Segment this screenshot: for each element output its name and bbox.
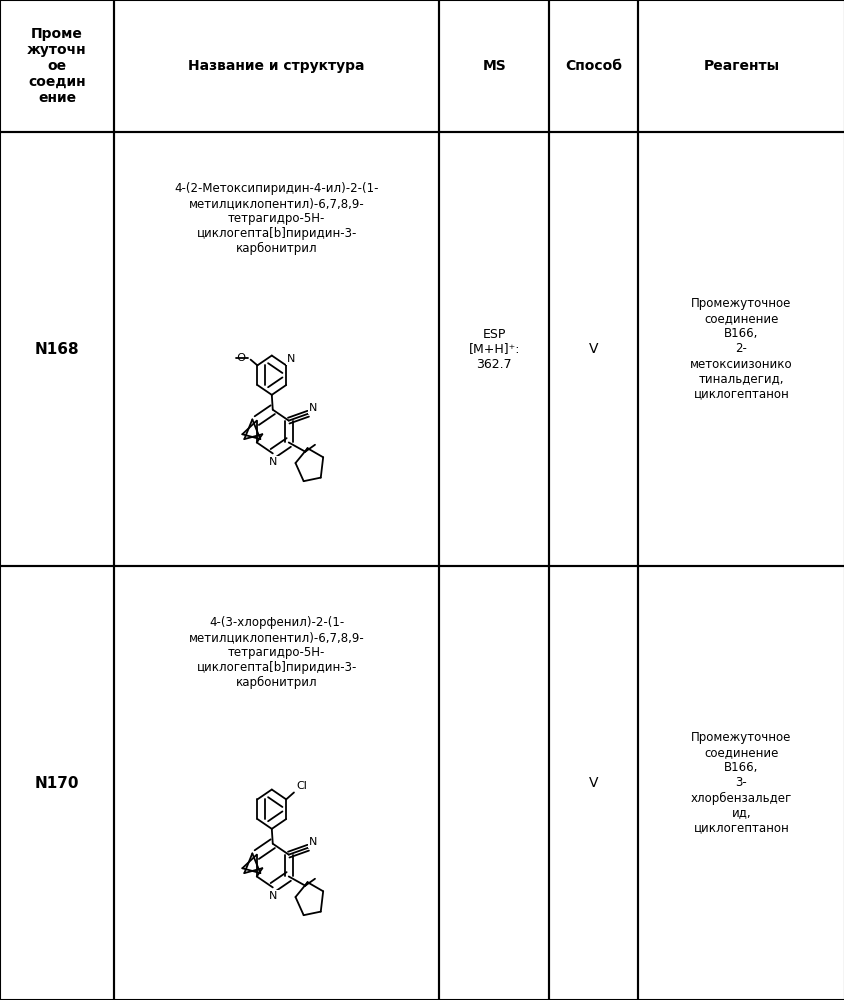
Bar [0, 132, 114, 566]
Text: Проме
жуточн
ое
соедин
ение: Проме жуточн ое соедин ение [27, 27, 87, 105]
Bar [549, 0, 637, 132]
Text: N: N [268, 891, 277, 901]
Bar [637, 0, 844, 132]
Bar [114, 132, 439, 566]
Text: MS: MS [482, 59, 506, 73]
Bar [439, 132, 549, 566]
Bar [637, 132, 844, 566]
Text: 4-(3-хлорфенил)-2-(1-
метилциклопентил)-6,7,8,9-
тетрагидро-5Н-
циклогепта[b]пир: 4-(3-хлорфенил)-2-(1- метилциклопентил)-… [189, 616, 364, 689]
Text: N170: N170 [35, 776, 79, 790]
Bar [114, 0, 439, 132]
Text: N: N [268, 457, 277, 467]
Text: ESP
[M+H]⁺:
362.7: ESP [M+H]⁺: 362.7 [468, 328, 519, 370]
Text: N168: N168 [35, 342, 79, 357]
Text: 4-(2-Метоксипиридин-4-ил)-2-(1-
метилциклопентил)-6,7,8,9-
тетрагидро-5Н-
циклог: 4-(2-Метоксипиридин-4-ил)-2-(1- метилцик… [174, 182, 379, 255]
Text: V: V [588, 342, 598, 356]
Text: Промежуточное
соединение
В166,
3-
хлорбензальдег
ид,
циклогептанон: Промежуточное соединение В166, 3- хлорбе… [690, 731, 791, 835]
Text: V: V [588, 776, 598, 790]
Bar [0, 0, 114, 132]
Text: Способ: Способ [565, 59, 621, 73]
Bar [549, 566, 637, 1000]
Bar [0, 566, 114, 1000]
Text: Cl: Cl [295, 781, 306, 791]
Text: N: N [309, 403, 317, 413]
Bar [637, 566, 844, 1000]
Text: Реагенты: Реагенты [702, 59, 779, 73]
Text: Название и структура: Название и структура [188, 59, 365, 73]
Bar [439, 566, 549, 1000]
Bar [114, 566, 439, 1000]
Text: N: N [287, 354, 295, 364]
Text: O: O [235, 353, 246, 363]
Bar [549, 132, 637, 566]
Bar [439, 0, 549, 132]
Text: N: N [309, 837, 317, 847]
Text: Промежуточное
соединение
В166,
2-
метоксиизонико
тинальдегид,
циклогептанон: Промежуточное соединение В166, 2- метокс… [690, 298, 792, 400]
